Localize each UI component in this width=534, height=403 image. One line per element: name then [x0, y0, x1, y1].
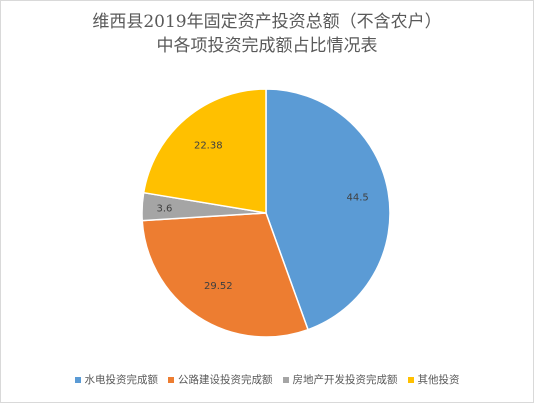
- legend-swatch: [74, 376, 81, 383]
- legend-swatch: [407, 376, 414, 383]
- data-label-3: 3.6: [157, 203, 173, 214]
- legend-label: 公路建设投资完成额: [178, 374, 273, 386]
- legend-item-4: 其他投资: [407, 372, 460, 387]
- legend-swatch: [168, 376, 174, 383]
- pie-slice-2: [141, 212, 309, 338]
- legend-label: 水电投资完成额: [84, 374, 159, 386]
- pie-slice-1: [265, 88, 391, 331]
- legend-label: 房地产开发投资完成额: [292, 374, 398, 386]
- chart-title-line-1: 维西县2019年固定资产投资总额（不含农户）: [92, 12, 442, 32]
- data-label-1: 44.5: [346, 193, 368, 204]
- legend-swatch: [282, 376, 289, 383]
- legend: 水电投资完成额 公路建设投资完成额 房地产开发投资完成额 其他投资: [0, 372, 534, 387]
- legend-label: 其他投资: [417, 374, 460, 386]
- chart-title: 维西县2019年固定资产投资总额（不含农户） 中各项投资完成额占比情况表: [0, 10, 534, 58]
- pie-slice-4: [142, 88, 267, 214]
- chart-title-line-2: 中各项投资完成额占比情况表: [156, 36, 378, 56]
- data-label-4: 22.38: [194, 140, 223, 151]
- legend-item-2: 公路建设投资完成额: [168, 372, 273, 387]
- legend-item-1: 水电投资完成额: [74, 372, 159, 387]
- legend-item-3: 房地产开发投资完成额: [282, 372, 398, 387]
- data-label-2: 29.52: [204, 281, 233, 292]
